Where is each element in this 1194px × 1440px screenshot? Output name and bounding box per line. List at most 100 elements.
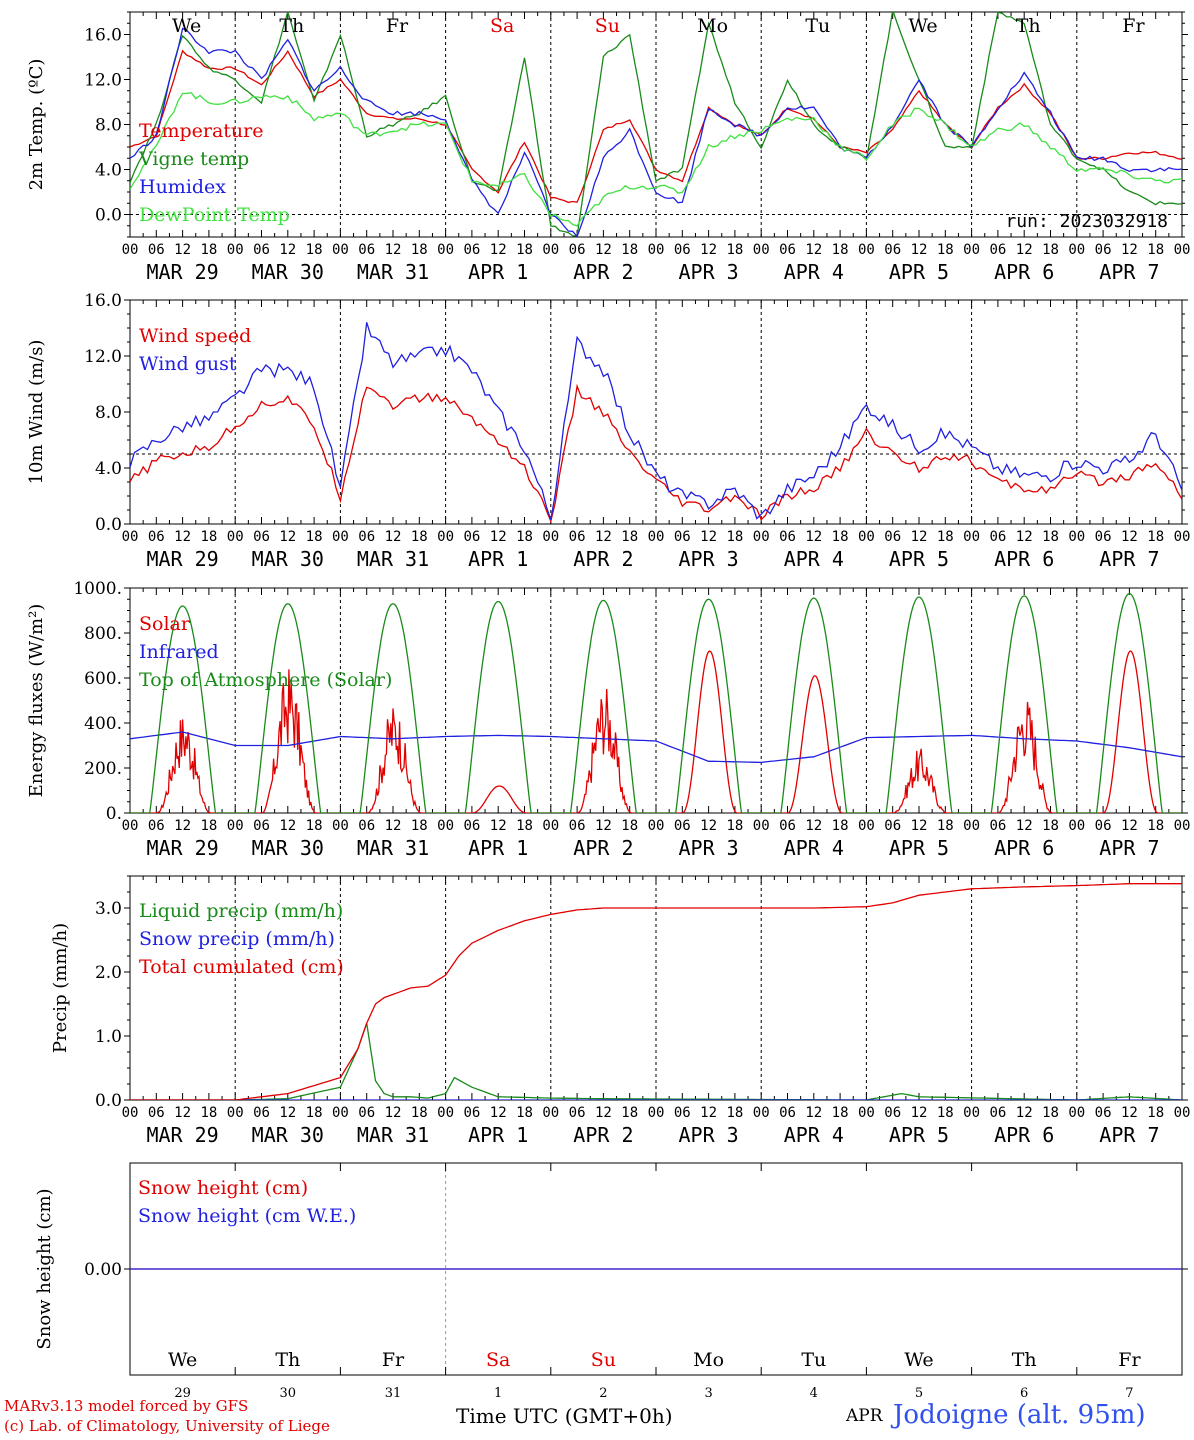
x-hour-label: 12 [385, 1105, 402, 1121]
x-hour-label: 12 [911, 1105, 928, 1121]
x-date-label: APR 6 [994, 260, 1054, 284]
x-hour-label: 18 [726, 242, 743, 258]
model-line: MARv3.13 model forced by GFS [4, 1397, 249, 1415]
x-hour-label: 06 [569, 818, 586, 834]
weekday-label: Th [1016, 15, 1041, 37]
legend-label: Wind gust [139, 353, 237, 375]
x-hour-label: 00 [122, 529, 139, 545]
day-number-label: 31 [385, 1386, 402, 1401]
y-tick-label: 3.0 [95, 899, 122, 919]
x-hour-label: 12 [1016, 242, 1033, 258]
series-line-infrared [130, 731, 1182, 764]
x-hour-label: 00 [858, 818, 875, 834]
x-hour-label: 06 [148, 529, 165, 545]
x-hour-label: 06 [989, 1105, 1006, 1121]
x-hour-label: 18 [726, 1105, 743, 1121]
x-hour-label: 18 [832, 1105, 849, 1121]
x-date-label: APR 6 [994, 1123, 1054, 1147]
x-hour-label: 12 [1121, 818, 1138, 834]
series-line-vigne-temp [130, 12, 1182, 237]
x-hour-label: 06 [674, 1105, 691, 1121]
series-line-total-cumulated-cm- [130, 883, 1182, 1100]
x-hour-label: 12 [700, 529, 717, 545]
legend-label: Infrared [139, 641, 219, 663]
x-hour-label: 18 [411, 242, 428, 258]
x-date-label: MAR 31 [357, 547, 429, 571]
station-label: Jodoigne (alt. 95m) [893, 1400, 1146, 1430]
legend-label: Snow precip (mm/h) [139, 928, 335, 950]
weekday-label: Fr [1122, 15, 1145, 37]
x-hour-label: 12 [1016, 1105, 1033, 1121]
x-hour-label: 06 [674, 818, 691, 834]
weekday-label: Th [1012, 1349, 1037, 1371]
weekday-label: We [908, 15, 937, 37]
weekday-label: We [904, 1349, 933, 1371]
legend-label: Wind speed [139, 325, 251, 347]
x-hour-label: 12 [1016, 529, 1033, 545]
x-hour-label: 12 [911, 818, 928, 834]
x-hour-label: 00 [858, 242, 875, 258]
x-hour-label: 18 [832, 529, 849, 545]
x-hour-label: 00 [227, 1105, 244, 1121]
x-hour-label: 06 [779, 818, 796, 834]
x-date-label: APR 2 [573, 836, 633, 860]
x-hour-label: 12 [700, 1105, 717, 1121]
x-hour-label: 18 [306, 529, 323, 545]
copyright-line: (c) Lab. of Climatology, University of L… [4, 1417, 330, 1435]
x-date-label: APR 5 [889, 1123, 949, 1147]
x-hour-label: 00 [648, 1105, 665, 1121]
x-hour-label: 12 [174, 242, 191, 258]
x-hour-label: 06 [358, 529, 375, 545]
x-hour-label: 00 [858, 1105, 875, 1121]
x-hour-label: 12 [385, 818, 402, 834]
x-hour-label: 12 [1121, 529, 1138, 545]
x-hour-label: 06 [463, 818, 480, 834]
x-hour-label: 18 [306, 242, 323, 258]
x-hour-label: 18 [726, 529, 743, 545]
x-hour-label: 06 [674, 529, 691, 545]
x-hour-label: 18 [516, 818, 533, 834]
x-hour-label: 18 [200, 242, 217, 258]
x-hour-label: 00 [1068, 529, 1085, 545]
x-hour-label: 00 [753, 529, 770, 545]
x-hour-label: 00 [1174, 529, 1191, 545]
x-hour-label: 18 [726, 818, 743, 834]
x-date-label: APR 7 [1099, 260, 1159, 284]
x-hour-label: 06 [989, 529, 1006, 545]
x-hour-label: 06 [569, 1105, 586, 1121]
day-number-label: 7 [1125, 1386, 1133, 1401]
x-hour-label: 00 [227, 818, 244, 834]
plot-frame [129, 299, 1183, 525]
y-tick-label: 600. [84, 669, 122, 689]
x-hour-label: 00 [227, 529, 244, 545]
y-tick-label: 400. [84, 714, 122, 734]
panel-3: 0. 200. 400. 600. 800. 1000. Energy fluxes (W/… [26, 579, 1190, 860]
y-axis-label: Snow height (cm) [34, 1188, 55, 1349]
x-hour-label: 00 [437, 1105, 454, 1121]
weekday-label: Sa [490, 15, 514, 37]
x-hour-label: 18 [937, 1105, 954, 1121]
x-hour-label: 06 [569, 242, 586, 258]
y-tick-label: 4.0 [95, 161, 122, 181]
series-line-dewpoint-temp [130, 92, 1182, 227]
x-hour-label: 00 [648, 818, 665, 834]
x-date-label: APR 3 [678, 1123, 738, 1147]
series-line-liquid-precip-mm-h- [130, 1022, 1182, 1100]
series-line-wind-speed [130, 383, 1182, 524]
x-hour-label: 18 [832, 242, 849, 258]
y-tick-label: 0.00 [84, 1260, 122, 1280]
y-tick-label: 16.0 [84, 291, 122, 311]
y-tick-label: 16.0 [84, 26, 122, 46]
x-hour-label: 00 [332, 529, 349, 545]
x-date-label: APR 4 [784, 1123, 844, 1147]
x-hour-label: 12 [385, 529, 402, 545]
month-label: APR [846, 1406, 883, 1426]
x-hour-label: 18 [411, 529, 428, 545]
x-hour-label: 06 [1095, 242, 1112, 258]
x-hour-label: 18 [516, 242, 533, 258]
x-date-label: APR 3 [678, 547, 738, 571]
x-hour-label: 00 [122, 1105, 139, 1121]
series-line-humidex [130, 27, 1182, 237]
x-hour-label: 12 [595, 818, 612, 834]
x-hour-label: 00 [753, 818, 770, 834]
